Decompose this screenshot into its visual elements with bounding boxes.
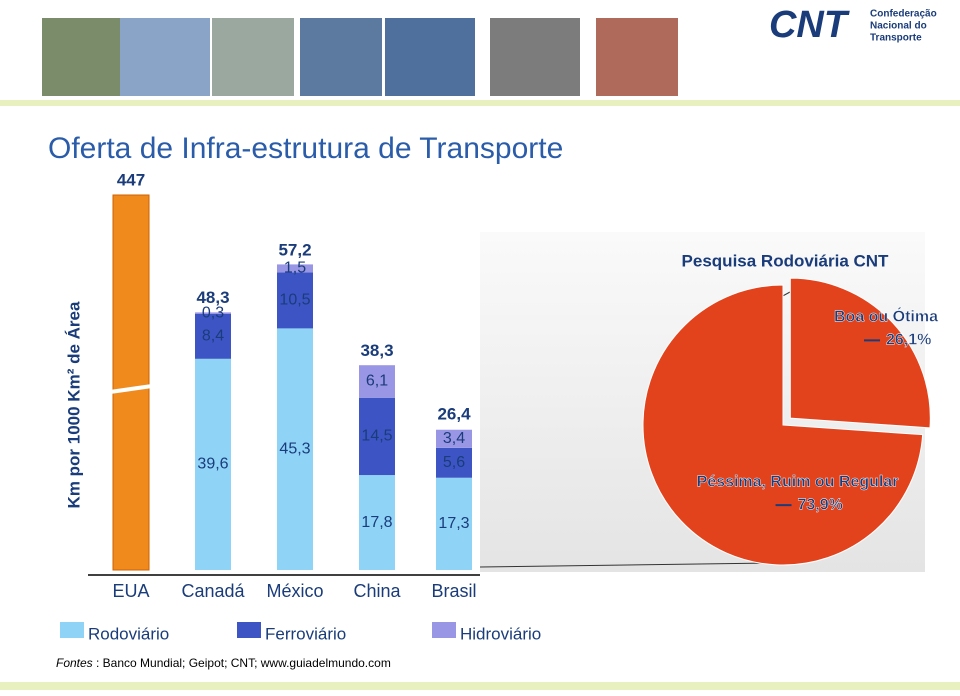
bar-segment bbox=[195, 314, 231, 359]
bar-segment bbox=[359, 475, 395, 570]
bar-segment bbox=[277, 328, 313, 570]
org-line: Confederação bbox=[870, 9, 937, 20]
y-axis-label: Km por 1000 Km² de Área bbox=[64, 301, 83, 508]
value-label: 6,1 bbox=[366, 373, 388, 390]
legend-swatch bbox=[237, 622, 261, 638]
org-line: Nacional do bbox=[870, 21, 927, 32]
legend-swatch bbox=[60, 622, 84, 638]
legend-label: Ferroviário bbox=[265, 624, 346, 643]
x-tick-label: EUA bbox=[112, 581, 149, 601]
bar-segment bbox=[436, 429, 472, 448]
x-tick-label: China bbox=[353, 581, 401, 601]
bar-segment bbox=[195, 312, 231, 314]
total-label: 26,4 bbox=[437, 405, 471, 424]
total-bar bbox=[112, 194, 150, 571]
value-label: 10,5 bbox=[279, 292, 310, 309]
connector bbox=[479, 562, 776, 568]
stripe bbox=[0, 682, 960, 690]
bar-segment bbox=[436, 447, 472, 478]
value-label: 1,5 bbox=[284, 260, 306, 277]
logo: CNT bbox=[769, 4, 850, 46]
source-text: : Banco Mundial; Geipot; CNT; www.guiade… bbox=[96, 656, 391, 670]
axis-break bbox=[109, 384, 153, 394]
slice-label: Boa ou Ótima bbox=[834, 307, 938, 326]
pie-slice bbox=[642, 284, 924, 566]
slice-label: Péssima, Ruim ou Regular bbox=[697, 473, 899, 490]
legend-swatch bbox=[432, 622, 456, 638]
legend-label: Hidroviário bbox=[460, 624, 541, 643]
value-label: 8,4 bbox=[202, 328, 224, 345]
value-label: 5,6 bbox=[443, 454, 465, 471]
value-label: 45,3 bbox=[279, 440, 310, 457]
bar-segment bbox=[277, 272, 313, 329]
pie-slice bbox=[789, 277, 931, 429]
total-label: 57,2 bbox=[278, 240, 311, 259]
total-label: 48,3 bbox=[196, 288, 229, 307]
value-label: 17,3 bbox=[438, 515, 469, 532]
bar-segment bbox=[195, 358, 231, 570]
pie-title: Pesquisa Rodoviária CNT bbox=[682, 251, 890, 270]
total-label: 447 bbox=[117, 170, 145, 189]
legend-label: Rodoviário bbox=[88, 624, 169, 643]
source-label: Fontes bbox=[56, 656, 93, 670]
stripe bbox=[0, 100, 960, 106]
value-label: 3,4 bbox=[443, 430, 465, 447]
x-tick-label: Brasil bbox=[431, 581, 476, 601]
bar-segment bbox=[277, 264, 313, 273]
bar-segment bbox=[436, 477, 472, 570]
photo-strip bbox=[42, 18, 678, 96]
x-tick-label: México bbox=[266, 581, 323, 601]
x-tick-label: Canadá bbox=[181, 581, 245, 601]
value-label: 0,3 bbox=[202, 304, 224, 321]
slice-value-label: 26,1% bbox=[886, 332, 931, 349]
bar-segment bbox=[359, 365, 395, 398]
value-label: 39,6 bbox=[197, 456, 228, 473]
org-line: Transporte bbox=[870, 33, 922, 44]
total-label: 38,3 bbox=[360, 341, 393, 360]
value-label: 17,8 bbox=[361, 514, 392, 531]
chart-title: Oferta de Infra-estrutura de Transporte bbox=[48, 132, 563, 165]
value-label: 14,5 bbox=[361, 428, 392, 445]
slice-value-label: 73,9% bbox=[798, 496, 843, 513]
bar-segment bbox=[359, 397, 395, 476]
